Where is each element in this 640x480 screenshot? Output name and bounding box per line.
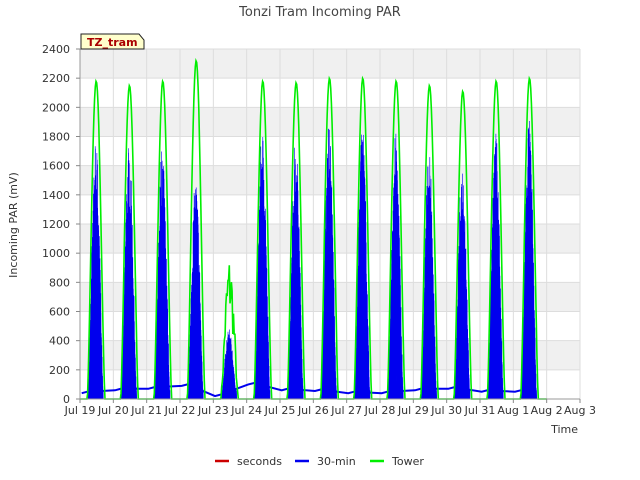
x-tick-label: Aug 2 bbox=[531, 404, 563, 417]
plot-band bbox=[80, 107, 580, 137]
x-tick-labels: Jul 19 Jul 20 Jul 21 Jul 22 Jul 23 Jul 24 Jul … bbox=[64, 399, 596, 417]
x-tick-label: Jul 20 bbox=[97, 404, 129, 417]
x-tick-label: Jul 23 bbox=[197, 404, 229, 417]
x-tick-label: Aug 1 bbox=[497, 404, 529, 417]
y-tick-labels: 0 200 400 600 800 1000 1200 1400 1600 1800 2000 220… bbox=[42, 43, 80, 406]
y-tick-label: 1600 bbox=[42, 160, 70, 173]
y-tick-label: 200 bbox=[49, 364, 70, 377]
annotation-box: TZ_tram bbox=[80, 33, 145, 50]
y-tick-label: 400 bbox=[49, 335, 70, 348]
y-tick-label: 1400 bbox=[42, 189, 70, 202]
y-tick-label: 2000 bbox=[42, 101, 70, 114]
x-tick-label: Jul 22 bbox=[164, 404, 196, 417]
x-tick-label: Jul 28 bbox=[364, 404, 396, 417]
y-tick-label: 1000 bbox=[42, 247, 70, 260]
y-tick-label: 600 bbox=[49, 306, 70, 319]
x-tick-label: Jul 29 bbox=[397, 404, 429, 417]
x-tick-label: Jul 26 bbox=[297, 404, 329, 417]
legend: seconds 30-min Tower bbox=[215, 455, 424, 468]
y-tick-label: 1200 bbox=[42, 218, 70, 231]
legend-label-Tower: Tower bbox=[391, 455, 424, 468]
legend-label-seconds: seconds bbox=[237, 455, 282, 468]
x-axis-label: Time bbox=[550, 423, 578, 436]
y-tick-label: 2400 bbox=[42, 43, 70, 56]
x-tick-label: Jul 27 bbox=[330, 404, 362, 417]
y-tick-label: 1800 bbox=[42, 131, 70, 144]
y-tick-label: 0 bbox=[63, 393, 70, 406]
y-tick-label: 800 bbox=[49, 276, 70, 289]
x-tick-label: Jul 30 bbox=[430, 404, 462, 417]
x-tick-label: Jul 25 bbox=[264, 404, 296, 417]
legend-label-30-min: 30-min bbox=[317, 455, 356, 468]
plot-band bbox=[80, 49, 580, 79]
y-axis-label: Incoming PAR (mV) bbox=[7, 172, 20, 278]
y-tick-label: 2200 bbox=[42, 72, 70, 85]
x-tick-label: Aug 3 bbox=[564, 404, 596, 417]
chart-title: Tonzi Tram Incoming PAR bbox=[238, 5, 401, 20]
x-tick-label: Jul 24 bbox=[230, 404, 262, 417]
x-tick-label: Jul 19 bbox=[64, 404, 96, 417]
x-tick-label: Jul 21 bbox=[130, 404, 162, 417]
annotation-label: TZ_tram bbox=[87, 36, 138, 49]
x-tick-label: Jul 31 bbox=[464, 404, 496, 417]
